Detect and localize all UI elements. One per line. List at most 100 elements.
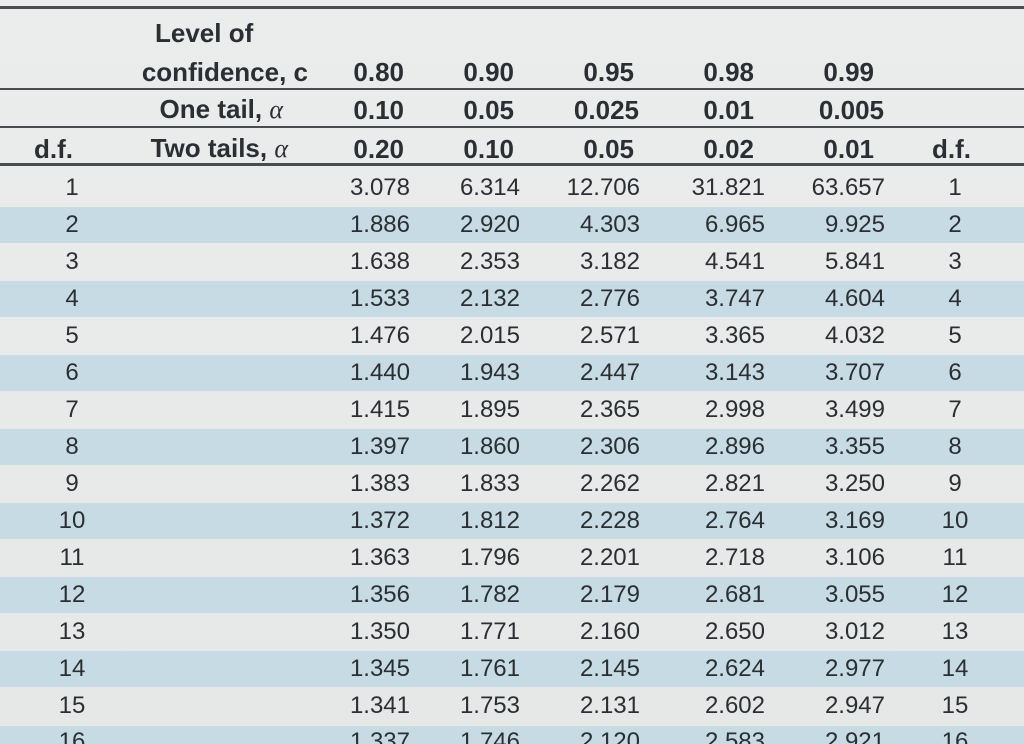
one-tail-alpha-label: One tail, α	[159, 94, 283, 124]
value-cell: 2.353	[459, 248, 520, 275]
df-header-right: d.f.	[932, 134, 971, 164]
confidence-0-99: 0.99	[823, 57, 874, 87]
table-row: 4 1.533 2.132 2.776 3.747 4.604 4	[0, 281, 1024, 317]
value-cell: 63.657	[811, 174, 885, 201]
one-tail-0-05: 0.05	[463, 95, 514, 125]
value-cell: 1.796	[459, 544, 520, 571]
value-cell: 3.012	[824, 618, 885, 645]
value-cell: 2.920	[459, 211, 520, 238]
value-cell: 31.821	[691, 174, 765, 201]
df-cell-right: 3	[948, 248, 962, 275]
df-cell-right: 7	[948, 396, 962, 423]
df-cell-right: 8	[948, 433, 962, 460]
value-cell: 2.776	[579, 285, 640, 312]
value-cell: 1.415	[349, 396, 410, 423]
value-cell: 3.143	[704, 359, 765, 386]
df-cell-right: 2	[948, 211, 962, 238]
df-cell-right: 11	[942, 544, 968, 571]
df-cell: 8	[65, 433, 79, 460]
table-row: 9 1.383 1.833 2.262 2.821 3.250 9	[0, 466, 1024, 502]
confidence-0-90: 0.90	[463, 57, 514, 87]
df-cell-right: 14	[941, 655, 969, 682]
df-cell: 13	[58, 618, 86, 645]
value-cell: 3.355	[824, 433, 885, 460]
value-cell: 1.746	[459, 728, 520, 744]
value-cell: 2.365	[579, 396, 640, 423]
value-cell: 2.764	[704, 507, 765, 534]
value-cell: 2.821	[704, 470, 765, 497]
value-cell: 2.160	[579, 618, 640, 645]
df-cell-right: 16	[941, 728, 969, 744]
one-tail-0-01: 0.01	[703, 95, 754, 125]
df-cell: 5	[65, 322, 79, 349]
value-cell: 2.977	[824, 655, 885, 682]
one-tail-0-10: 0.10	[353, 95, 404, 125]
df-cell: 9	[65, 470, 79, 497]
value-cell: 1.771	[459, 618, 520, 645]
value-cell: 1.345	[349, 655, 410, 682]
value-cell: 9.925	[824, 211, 885, 238]
value-cell: 3.365	[704, 322, 765, 349]
value-cell: 1.943	[459, 359, 520, 386]
value-cell: 4.303	[579, 211, 640, 238]
value-cell: 3.078	[349, 174, 410, 201]
df-cell: 2	[65, 211, 79, 238]
df-cell-right: 15	[941, 692, 969, 719]
value-cell: 1.638	[349, 248, 410, 275]
value-cell: 3.055	[824, 581, 885, 608]
df-cell: 10	[58, 507, 86, 534]
value-cell: 3.169	[824, 507, 885, 534]
value-cell: 1.383	[349, 470, 410, 497]
table-row: 7 1.415 1.895 2.365 2.998 3.499 7	[0, 392, 1024, 428]
table-row: 15 1.341 1.753 2.131 2.602 2.947 15	[0, 688, 1024, 724]
df-cell-right: 9	[948, 470, 962, 497]
df-cell-right: 12	[941, 581, 969, 608]
two-tails-0-05: 0.05	[583, 134, 634, 164]
df-cell-right: 4	[948, 285, 962, 312]
value-cell: 3.106	[824, 544, 885, 571]
value-cell: 1.886	[349, 211, 410, 238]
df-cell: 7	[65, 396, 79, 423]
table-row: 2 1.886 2.920 4.303 6.965 9.925 2	[0, 207, 1024, 243]
value-cell: 2.718	[704, 544, 765, 571]
df-cell-right: 5	[948, 322, 962, 349]
value-cell: 2.921	[824, 728, 885, 744]
alpha-rule	[0, 126, 1024, 128]
value-cell: 2.015	[459, 322, 520, 349]
confidence-0-95: 0.95	[583, 57, 634, 87]
value-cell: 2.602	[704, 692, 765, 719]
value-cell: 2.306	[579, 433, 640, 460]
value-cell: 2.583	[704, 728, 765, 744]
top-rule	[0, 6, 1024, 9]
value-cell: 3.499	[824, 396, 885, 423]
df-cell-right: 1	[948, 174, 962, 201]
df-cell: 4	[65, 285, 79, 312]
value-cell: 2.650	[704, 618, 765, 645]
value-cell: 1.397	[349, 433, 410, 460]
df-cell: 15	[58, 692, 86, 719]
table-row: 6 1.440 1.943 2.447 3.143 3.707 6	[0, 355, 1024, 391]
value-cell: 2.120	[579, 728, 640, 744]
value-cell: 1.533	[349, 285, 410, 312]
value-cell: 4.604	[824, 285, 885, 312]
value-cell: 2.624	[704, 655, 765, 682]
table-row: 1 3.078 6.314 12.706 31.821 63.657 1	[0, 170, 1024, 206]
value-cell: 1.341	[349, 692, 410, 719]
df-cell: 12	[58, 581, 86, 608]
value-cell: 1.753	[459, 692, 520, 719]
df-cell: 6	[65, 359, 79, 386]
value-cell: 1.895	[459, 396, 520, 423]
table-row: 8 1.397 1.860 2.306 2.896 3.355 8	[0, 429, 1024, 465]
value-cell: 1.782	[459, 581, 520, 608]
value-cell: 1.476	[349, 322, 410, 349]
table-row: 14 1.345 1.761 2.145 2.624 2.977 14	[0, 651, 1024, 687]
value-cell: 1.761	[459, 655, 520, 682]
df-cell-right: 6	[948, 359, 962, 386]
value-cell: 2.179	[579, 581, 640, 608]
df-cell: 11	[59, 544, 85, 571]
two-tails-alpha-label: Two tails, α	[150, 133, 288, 163]
confidence-rule	[0, 88, 1024, 90]
table-row: 3 1.638 2.353 3.182 4.541 5.841 3	[0, 244, 1024, 280]
value-cell: 2.896	[704, 433, 765, 460]
table-row-cutoff: 16 1.337 1.746 2.120 2.583 2.921 16	[0, 726, 1024, 744]
